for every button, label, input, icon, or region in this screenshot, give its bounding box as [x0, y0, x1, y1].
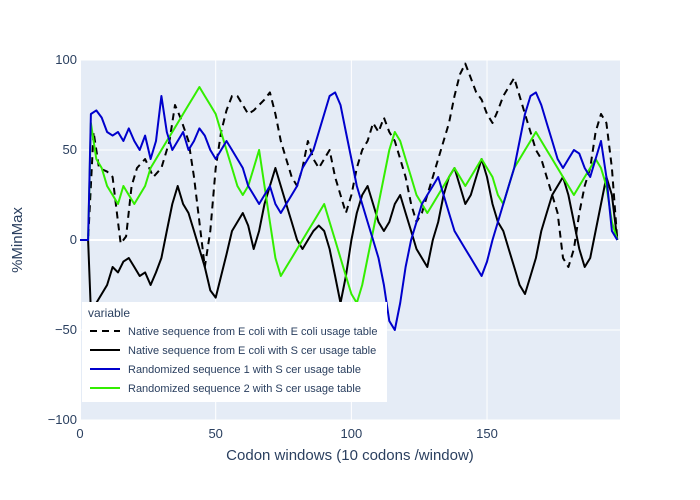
x-tick-label: 150	[476, 426, 498, 441]
x-axis-ticks: 0 50 100 150	[76, 426, 498, 441]
legend-label: Native sequence from E coli with E coli …	[128, 326, 377, 338]
series-line-2	[80, 158, 619, 313]
y-axis-ticks: −100 −50 0 50 100	[48, 52, 77, 427]
y-tick-label: 0	[70, 232, 77, 247]
y-axis-title: %MinMax	[9, 207, 26, 273]
legend-items: Native sequence from E coli with E coli …	[90, 326, 377, 395]
y-tick-label: 100	[55, 52, 77, 67]
y-tick-label: 50	[63, 142, 77, 157]
series-layer	[80, 62, 619, 331]
series-line-4	[80, 86, 619, 304]
legend-label: Native sequence from E coli with S cer u…	[128, 345, 376, 357]
y-tick-label: −50	[55, 322, 77, 337]
x-tick-label: 0	[76, 426, 83, 441]
legend-label: Randomized sequence 2 with S cer usage t…	[128, 383, 361, 395]
x-axis-title: Codon windows (10 codons /window)	[226, 447, 474, 464]
legend-label: Randomized sequence 1 with S cer usage t…	[128, 364, 361, 376]
legend-title: variable	[88, 306, 130, 320]
legend: variable Native sequence from E coli wit…	[82, 302, 387, 402]
series-line-3	[80, 91, 619, 331]
legend-background	[82, 302, 387, 402]
y-tick-label: −100	[48, 412, 77, 427]
x-tick-label: 100	[341, 426, 363, 441]
x-tick-label: 50	[208, 426, 222, 441]
